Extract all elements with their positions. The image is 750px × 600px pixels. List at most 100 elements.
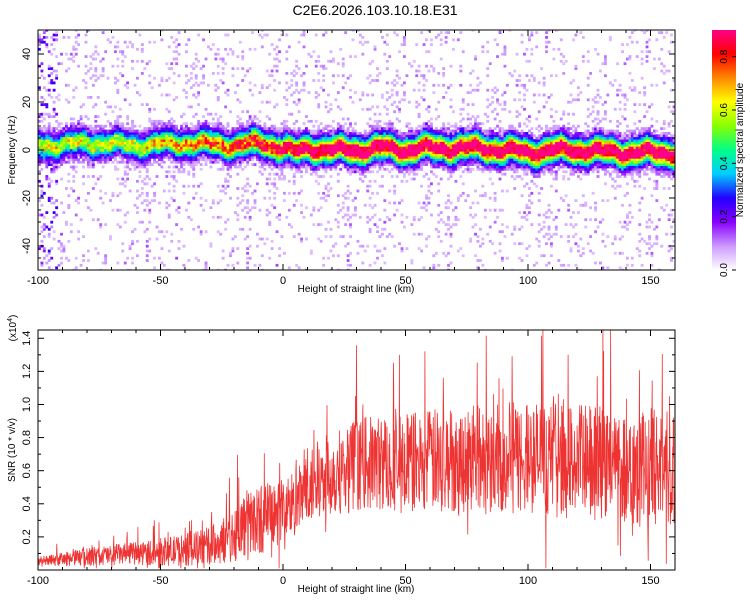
spectrogram-cell (341, 146, 345, 150)
spectrogram-cell (42, 86, 46, 90)
spectrogram-cell (505, 139, 509, 142)
spectrogram-cell (155, 151, 159, 154)
spectrogram-cell (368, 155, 372, 159)
spectrogram-cell (420, 139, 424, 142)
spectrogram-cell (481, 132, 485, 135)
spectrogram-cell (287, 160, 291, 164)
spectrogram-cell (368, 153, 372, 157)
spectrogram-cell (278, 127, 281, 130)
spectrogram-cell (145, 170, 149, 174)
spectrogram-cell (253, 47, 257, 51)
spectrogram-cell (38, 141, 41, 145)
spectrogram-cell (207, 158, 210, 162)
spectrogram-cell (87, 136, 90, 140)
spectrogram-cell (405, 158, 409, 162)
spectrogram-cell (385, 167, 389, 171)
spectrogram-cell (65, 187, 68, 190)
spectrogram-cell (327, 158, 330, 162)
spectrogram-cell (407, 136, 411, 140)
spectrogram-cell (400, 136, 404, 140)
spectrogram-cell (258, 110, 262, 114)
spectrogram-cell (123, 172, 127, 176)
spectrogram-cell (332, 244, 335, 248)
spectrogram-cell (466, 160, 470, 164)
spectrogram-cell (376, 122, 379, 126)
spectrogram-cell (40, 129, 44, 133)
spectrogram-cell (172, 81, 176, 85)
spectrogram-cell (268, 172, 272, 176)
spectrogram-cell (133, 160, 137, 164)
spectrogram-cell (439, 136, 443, 140)
spectrogram-cell (231, 141, 235, 145)
spectrogram-cell (415, 146, 419, 150)
spectrogram-cell (263, 129, 267, 133)
spectrogram-cell (180, 165, 183, 169)
spectrogram-cell (400, 158, 404, 162)
spectrogram-cell (62, 139, 66, 142)
spectrogram-cell (412, 129, 416, 133)
spectrogram-cell (309, 167, 313, 171)
spectrogram-cell (50, 256, 54, 260)
spectrogram-cell (376, 79, 379, 82)
spectrogram-cell (221, 132, 225, 135)
spectrogram-cell (131, 163, 134, 166)
spectrogram-cell (336, 136, 340, 140)
spectrogram-cell (211, 146, 215, 150)
spectrogram-cell (317, 237, 321, 241)
spectrogram-cell (432, 136, 436, 140)
spectrogram-cell (87, 175, 90, 178)
spectrogram-cell (405, 132, 409, 135)
spectrogram-cell (447, 170, 450, 174)
spectrogram-cell (505, 189, 509, 193)
spectrogram-cell (412, 170, 416, 174)
spectrogram-cell (283, 146, 286, 150)
spectrogram-cell (155, 134, 159, 138)
spectrogram-cell (373, 129, 377, 133)
spectrogram-cell (476, 124, 480, 128)
spectrogram-cell (378, 148, 382, 152)
spectrogram-cell (231, 74, 235, 78)
spectrogram-cell (145, 143, 149, 147)
spectrogram-cell (62, 134, 66, 138)
spectrogram-cell (381, 160, 384, 164)
spectrogram-cell (336, 129, 340, 133)
spectrogram-cell (38, 127, 41, 130)
spectrogram-cell (116, 141, 120, 145)
spectrogram-cell (57, 143, 61, 147)
spectrogram-cell (285, 98, 289, 102)
spectrogram-cell (236, 127, 240, 130)
spectrogram-cell (501, 127, 504, 130)
spectrogram-cell (109, 122, 112, 126)
spectrogram-cell (385, 163, 389, 166)
spectrogram-cell (162, 263, 166, 267)
spectrogram-cell (89, 67, 93, 70)
spectrogram-cell (390, 129, 394, 133)
spectrogram-cell (207, 148, 210, 152)
spectrogram-cell (194, 96, 198, 99)
spectrogram-cell (150, 155, 154, 159)
spectrogram-cell (72, 45, 76, 49)
spectrogram-cell (344, 213, 348, 217)
spectrogram-cell (65, 127, 68, 130)
spectrogram-cell (202, 151, 205, 154)
spectrogram-cell (444, 141, 448, 145)
spectrogram-cell (422, 124, 426, 128)
spectrogram-cell (192, 136, 196, 140)
spectrogram-cell (476, 141, 480, 145)
spectrogram-cell (158, 139, 161, 142)
spectrogram-cell (248, 208, 252, 212)
spectrogram-cell (422, 122, 426, 126)
spectrogram-cell (126, 86, 130, 90)
spectrogram-cell (351, 127, 355, 130)
spectrogram-cell (62, 247, 66, 250)
spectrogram-cell (45, 105, 49, 109)
spectrogram-cell (483, 155, 487, 159)
spectrogram-cell (349, 146, 352, 150)
spectrogram-cell (192, 129, 196, 133)
spectrogram-cell (160, 151, 164, 154)
spectrogram-cell (332, 134, 335, 138)
spectrogram-cell (378, 119, 382, 123)
spectrogram-cell (498, 160, 502, 164)
spectrogram-cell (62, 146, 66, 150)
spectrogram-cell (189, 148, 193, 152)
